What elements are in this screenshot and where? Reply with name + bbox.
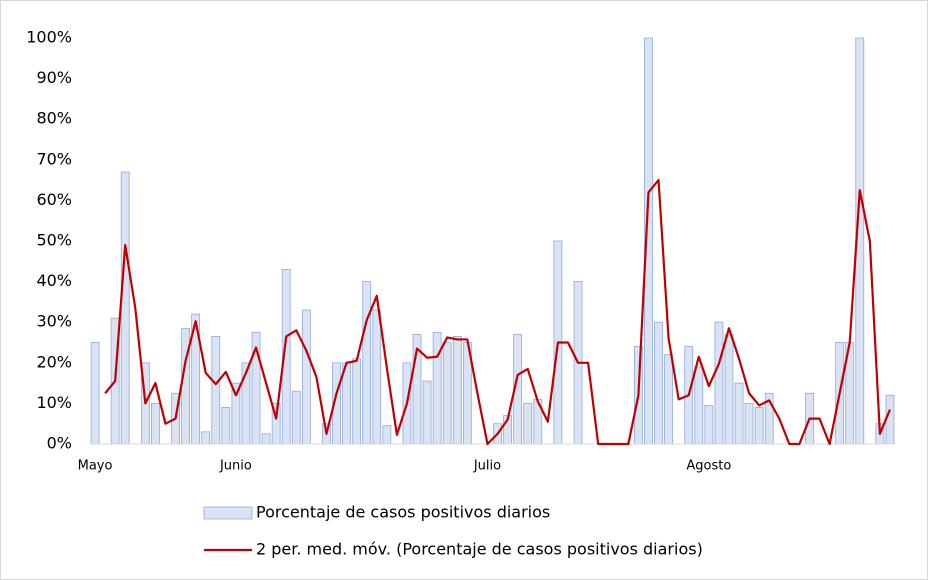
bar (221, 407, 231, 445)
x-tick-label: Junio (219, 459, 252, 474)
x-tick-label: Agosto (686, 459, 731, 474)
y-tick-label: 60% (36, 190, 72, 209)
y-tick-label: 0% (47, 434, 72, 453)
x-tick-label: Mayo (78, 459, 113, 474)
legend-label: Porcentaje de casos positivos diarios (256, 503, 550, 522)
x-tick-label: Julio (473, 459, 501, 474)
bar (714, 321, 724, 445)
bar (291, 390, 301, 445)
bar (90, 342, 100, 445)
bar (201, 431, 211, 445)
legend-swatch (203, 506, 253, 520)
bar (422, 380, 432, 445)
bar (352, 358, 362, 445)
line (104, 179, 891, 446)
bar (734, 382, 744, 445)
bar (664, 354, 673, 445)
y-tick-label: 40% (36, 271, 72, 290)
bar (754, 407, 764, 445)
bar (120, 171, 130, 445)
legend-label: 2 per. med. móv. (Porcentaje de casos po… (256, 540, 703, 559)
bar (372, 309, 382, 445)
bar (382, 425, 392, 445)
y-tick-label: 20% (36, 352, 72, 371)
y-tick-label: 90% (36, 68, 72, 87)
bar (724, 333, 734, 445)
y-tick-label: 80% (36, 109, 72, 128)
bar (362, 281, 372, 445)
bar (442, 342, 452, 445)
bar (301, 309, 311, 445)
bar (523, 402, 533, 445)
bar (151, 402, 160, 445)
y-tick-label: 10% (36, 393, 72, 412)
bar (452, 336, 462, 445)
bar (211, 336, 221, 445)
y-tick-label: 30% (36, 312, 72, 331)
bar (885, 394, 895, 445)
bar (704, 405, 714, 445)
y-tick-label: 70% (36, 149, 72, 168)
bar (231, 382, 241, 445)
bar (654, 321, 663, 445)
bar (261, 433, 271, 445)
y-tick-label: 100% (26, 28, 72, 47)
bar (744, 402, 754, 445)
bar (694, 366, 704, 445)
bar (342, 362, 351, 445)
y-tick-label: 50% (36, 231, 72, 250)
